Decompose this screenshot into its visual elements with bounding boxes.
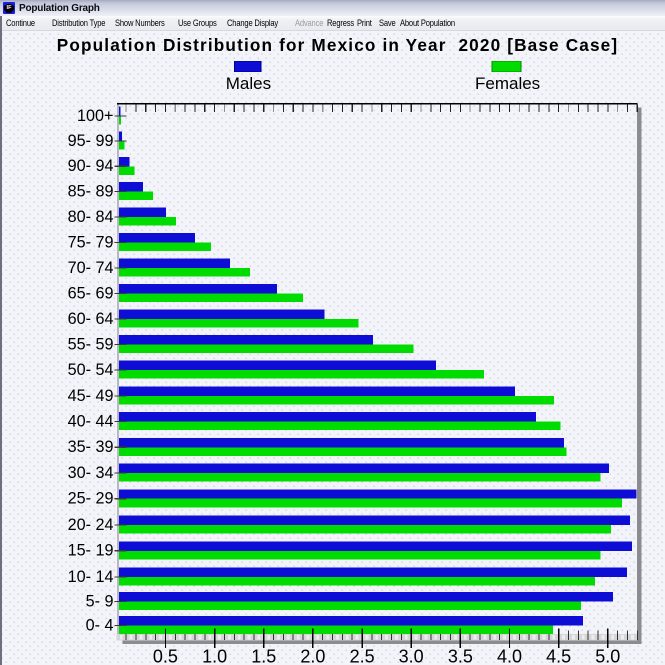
svg-text:1.5: 1.5: [251, 647, 276, 665]
svg-text:3.0: 3.0: [399, 647, 424, 665]
svg-text:25- 29: 25- 29: [68, 490, 114, 508]
svg-text:4.0: 4.0: [497, 647, 522, 665]
svg-text:0- 4: 0- 4: [86, 616, 114, 634]
svg-text:50- 54: 50- 54: [68, 361, 114, 379]
svg-text:60- 64: 60- 64: [68, 310, 114, 328]
svg-text:55- 59: 55- 59: [68, 335, 114, 353]
svg-text:10- 14: 10- 14: [68, 568, 114, 586]
svg-text:65- 69: 65- 69: [68, 284, 114, 302]
svg-text:3.5: 3.5: [448, 647, 473, 665]
svg-text:5.0: 5.0: [595, 647, 620, 665]
svg-text:80- 84: 80- 84: [68, 208, 114, 226]
svg-text:35- 39: 35- 39: [68, 438, 114, 456]
svg-text:2.5: 2.5: [350, 647, 375, 665]
svg-text:4.5: 4.5: [546, 647, 571, 665]
svg-text:1.0: 1.0: [202, 647, 227, 665]
svg-text:0.5: 0.5: [153, 647, 178, 665]
svg-text:15- 19: 15- 19: [68, 542, 114, 560]
svg-text:Females: Females: [475, 74, 540, 93]
svg-text:20- 24: 20- 24: [68, 516, 114, 534]
svg-text:90- 94: 90- 94: [68, 157, 114, 175]
svg-text:95- 99: 95- 99: [68, 132, 114, 150]
svg-text:100+: 100+: [77, 107, 113, 125]
svg-text:70- 74: 70- 74: [68, 259, 114, 277]
svg-text:2.0: 2.0: [300, 647, 325, 665]
svg-text:40- 44: 40- 44: [68, 412, 114, 430]
svg-text:30- 34: 30- 34: [68, 464, 114, 482]
svg-text:5- 9: 5- 9: [86, 592, 114, 610]
svg-text:Males: Males: [226, 74, 271, 93]
svg-text:85- 89: 85- 89: [68, 182, 114, 200]
svg-text:Population Distribution for Me: Population Distribution for Mexico in Ye…: [57, 35, 619, 55]
svg-text:75- 79: 75- 79: [68, 233, 114, 251]
svg-text:45- 49: 45- 49: [68, 387, 114, 405]
